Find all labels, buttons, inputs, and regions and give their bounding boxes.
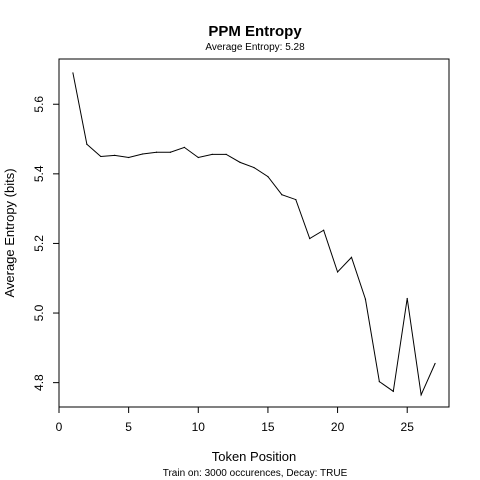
data-point: [295, 198, 297, 201]
chart-title: PPM Entropy: [208, 23, 302, 40]
x-tick-label: 0: [56, 420, 63, 434]
data-point: [420, 394, 422, 396]
data-point: [128, 156, 130, 159]
series-line: [72, 72, 436, 397]
chart-footnote: Train on: 3000 occurences, Decay: TRUE: [163, 468, 348, 479]
data-point: [323, 229, 325, 231]
y-tick-label: 5.0: [32, 304, 46, 321]
data-point: [211, 153, 213, 155]
chart-subtitle: Average Entropy: 5.28: [205, 42, 305, 53]
x-tick-label: 5: [125, 420, 132, 434]
data-point: [169, 151, 172, 153]
data-point: [364, 298, 367, 300]
data-point: [183, 146, 185, 148]
y-axis: 4.8 5.0 5.2 5.4 5.6: [32, 96, 60, 391]
data-point: [406, 297, 408, 300]
x-axis: 0 5 10 15 20 25: [56, 406, 415, 434]
data-point: [350, 256, 353, 258]
data-point: [309, 237, 311, 240]
x-tick-label: 10: [192, 420, 206, 434]
data-point: [225, 153, 227, 155]
data-point: [197, 156, 199, 159]
data-point: [336, 271, 339, 273]
y-axis-label: Average Entropy (bits): [2, 168, 17, 297]
data-point: [86, 143, 88, 145]
data-point: [392, 390, 394, 392]
y-tick-label: 4.8: [32, 374, 46, 391]
data-point: [281, 194, 283, 196]
x-tick-label: 25: [401, 420, 415, 434]
data-point: [253, 166, 255, 169]
data-point: [100, 155, 102, 158]
data-point: [434, 362, 436, 365]
plot-frame: [58, 58, 450, 408]
y-tick-label: 5.2: [32, 235, 46, 252]
data-point: [141, 153, 144, 155]
data-point: [72, 72, 74, 74]
x-tick-label: 20: [331, 420, 345, 434]
data-point: [267, 176, 269, 178]
data-point: [239, 161, 241, 163]
data-point: [114, 154, 116, 156]
y-tick-label: 5.6: [32, 96, 46, 113]
series-layer: [72, 72, 436, 397]
data-point: [155, 151, 158, 153]
x-axis-label: Token Position: [212, 449, 297, 464]
data-point: [378, 380, 380, 383]
y-tick-label: 5.4: [32, 165, 46, 182]
x-tick-label: 15: [261, 420, 275, 434]
